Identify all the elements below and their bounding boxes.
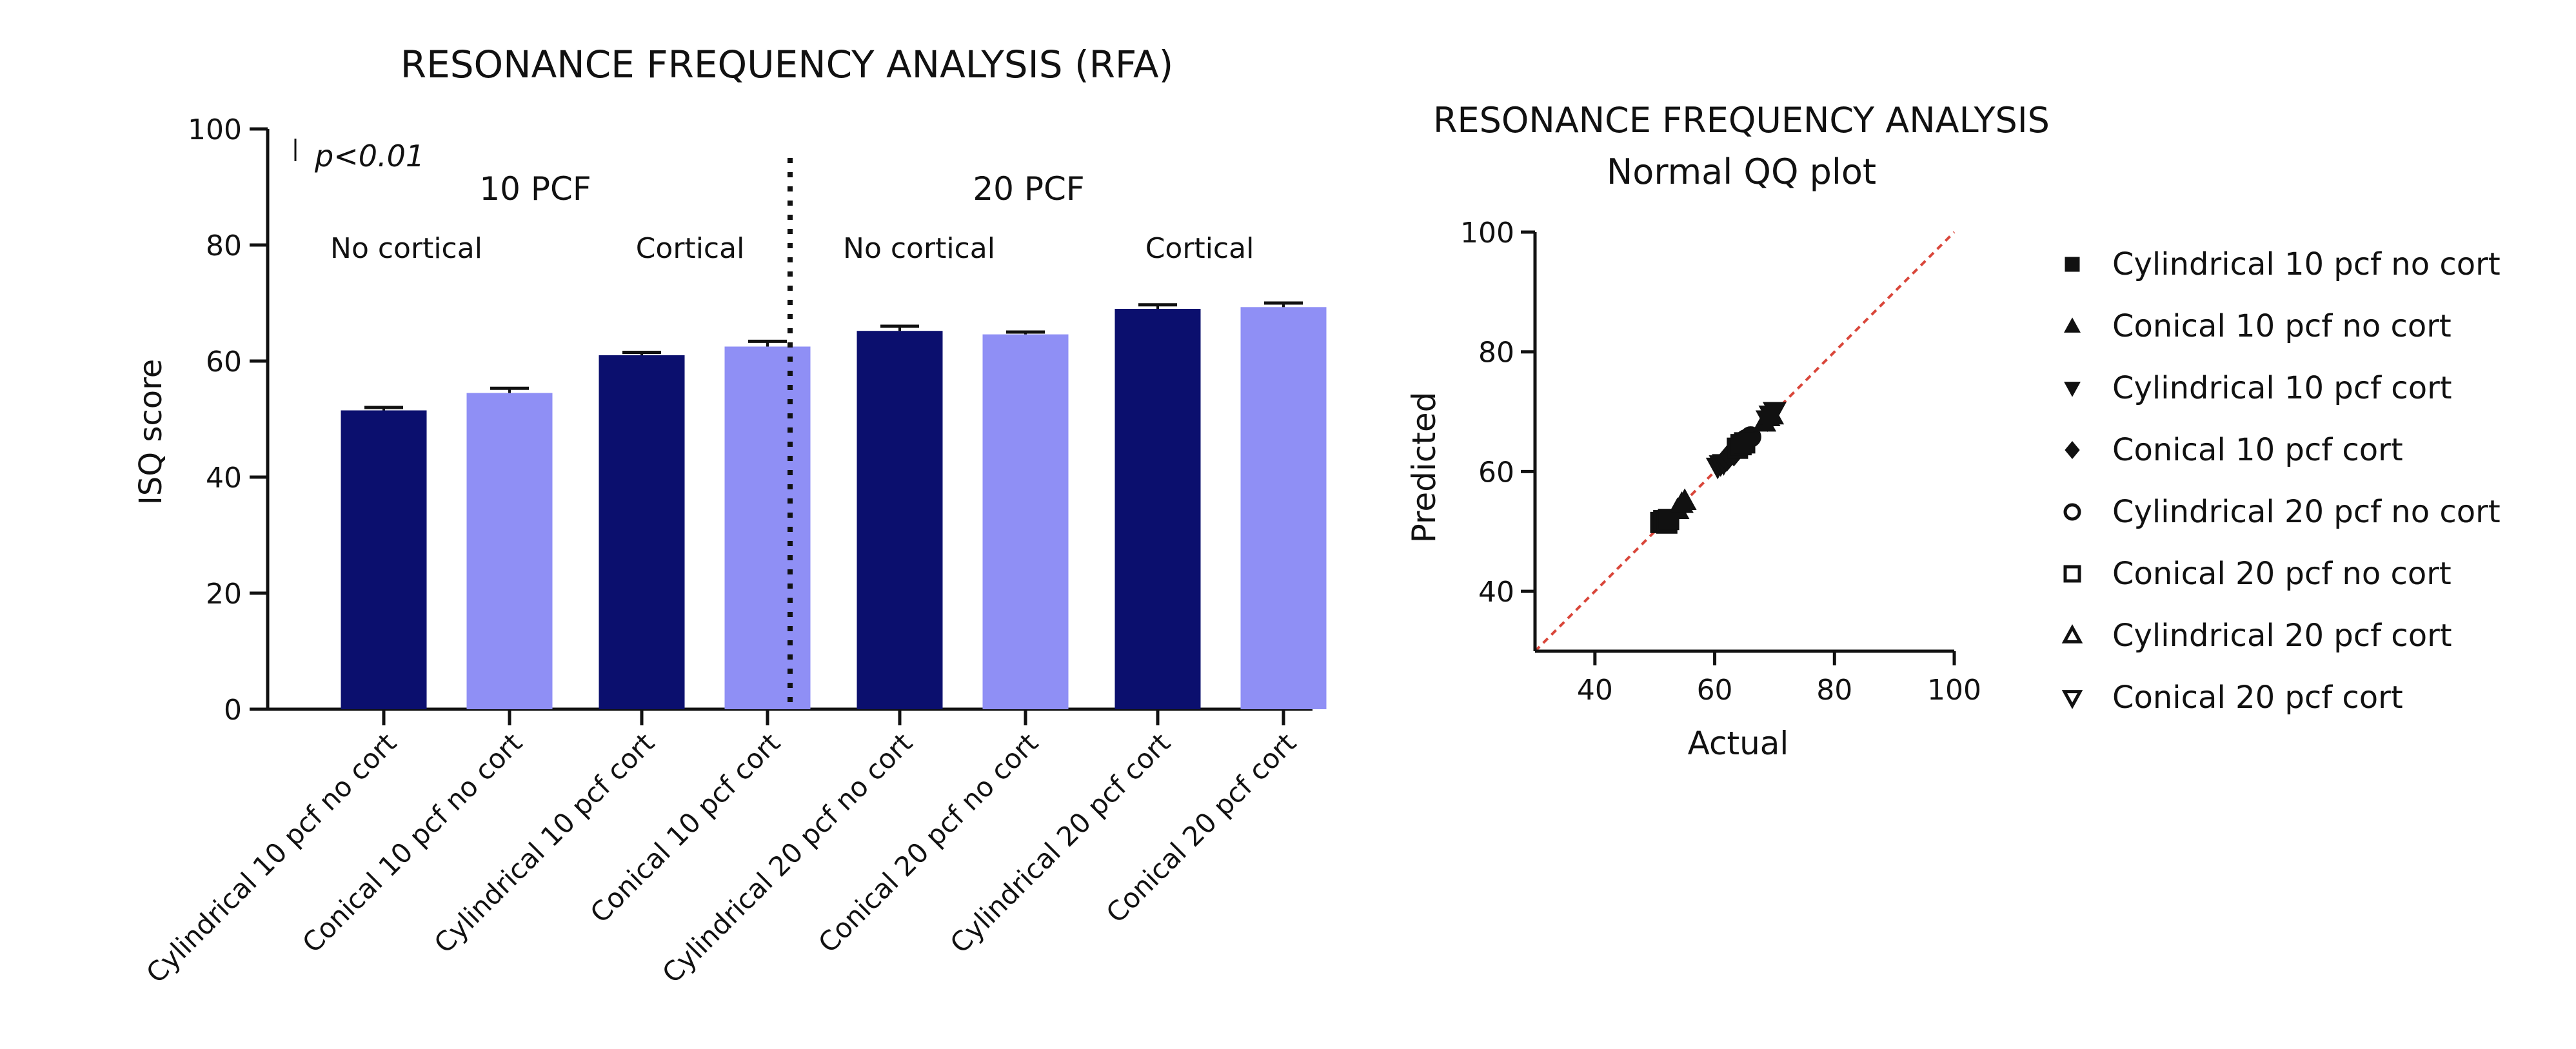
qq-y-tick-label: 60: [1478, 456, 1514, 489]
legend-label: Cylindrical 20 pcf no cort: [2112, 494, 2501, 530]
qq-point: [1672, 488, 1697, 511]
bar: [466, 393, 553, 709]
bar: [857, 331, 943, 709]
bar-chart-title: RESONANCE FREQUENCY ANALYSIS (RFA): [401, 43, 1173, 86]
bar-x-tick-label: Conical 20 pcf no cort: [812, 727, 1044, 959]
qq-plot-x-ticks: 40 60 80 100: [1577, 651, 1981, 707]
subgroup-label-no-cortical-20: No cortical: [843, 232, 995, 265]
legend-label: Cylindrical 10 pcf no cort: [2112, 246, 2501, 282]
subgroup-label-cortical-10: Cortical: [636, 232, 745, 265]
qq-plot-y-ticks: 40 60 80 100: [1460, 217, 1535, 609]
group-label-20-pcf: 20 PCF: [973, 170, 1084, 208]
legend-marker: [2063, 503, 2081, 521]
bar: [724, 346, 811, 709]
qq-plot-y-axis-label: Predicted: [1405, 392, 1443, 544]
bar-y-tick-label: 60: [206, 346, 242, 378]
bar-y-tick-label: 20: [206, 578, 242, 611]
qq-plot-title: RESONANCE FREQUENCY ANALYSIS: [1433, 100, 2050, 141]
bar-y-tick-label: 80: [206, 230, 242, 262]
qq-x-tick-label: 40: [1577, 674, 1613, 707]
qq-plot-subtitle: Normal QQ plot: [1607, 152, 1876, 192]
bar-y-tick-label: 0: [224, 694, 242, 727]
legend-label: Cylindrical 20 pcf cort: [2112, 618, 2452, 654]
qq-plot: RESONANCE FREQUENCY ANALYSIS Normal QQ p…: [1405, 100, 2050, 762]
bar: [982, 334, 1069, 709]
qq-x-tick-label: 100: [1927, 674, 1981, 707]
qq-plot-x-axis-label: Actual: [1688, 725, 1789, 762]
group-label-10-pcf: 10 PCF: [479, 170, 591, 208]
legend-marker: [2061, 690, 2083, 709]
qq-point: [1762, 402, 1787, 424]
bar-x-tick-label: Cylindrical 10 pcf cort: [428, 727, 660, 959]
bar-chart-y-ticks: 0 20 40 60 80 100: [188, 113, 268, 727]
bar: [1115, 309, 1201, 709]
qq-x-tick-label: 60: [1697, 674, 1733, 707]
legend-marker: [2063, 565, 2081, 583]
bar: [1240, 307, 1327, 709]
p-value-annotation: p<0.01: [314, 139, 424, 173]
qq-plot-legend: Cylindrical 10 pcf no cort Conical 10 pcf…: [2061, 246, 2501, 716]
bar-x-tick-label: Cylindrical 20 pcf cort: [944, 727, 1176, 959]
legend-marker: [2065, 441, 2080, 459]
qq-x-tick-label: 80: [1816, 674, 1852, 707]
subgroup-label-cortical-20: Cortical: [1145, 232, 1254, 265]
qq-y-tick-label: 40: [1478, 576, 1514, 609]
qq-plot-points: [1650, 402, 1787, 534]
legend-marker: [2061, 624, 2083, 643]
legend-label: Conical 20 pcf no cort: [2112, 556, 2452, 592]
legend-label: Conical 10 pcf cort: [2112, 432, 2403, 468]
bar-chart: RESONANCE FREQUENCY ANALYSIS (RFA) ISQ s…: [133, 43, 1327, 989]
bar: [599, 355, 685, 709]
legend-marker: [2064, 317, 2081, 333]
bar-x-tick-label: Cylindrical 20 pcf no cort: [656, 727, 918, 989]
bar-y-tick-label: 100: [188, 113, 242, 146]
qq-y-tick-label: 100: [1460, 217, 1514, 250]
legend-label: Conical 20 pcf cort: [2112, 680, 2403, 716]
legend-marker: [2064, 382, 2081, 397]
subgroup-label-no-cortical-10: No cortical: [330, 232, 482, 265]
bar-y-tick-label: 40: [206, 462, 242, 495]
bar-chart-bars: [341, 307, 1327, 709]
legend-label: Cylindrical 10 pcf cort: [2112, 370, 2452, 406]
bar-chart-error-bars: [364, 301, 1303, 411]
legend-label: Conical 10 pcf no cort: [2112, 308, 2452, 344]
bar-x-tick-label: Conical 10 pcf no cort: [296, 727, 528, 959]
qq-y-tick-label: 80: [1478, 337, 1514, 369]
qq-point: [1734, 432, 1756, 454]
legend-marker: [2065, 257, 2080, 272]
bar-x-tick-label: Cylindrical 10 pcf no cort: [140, 727, 402, 989]
bar-chart-y-axis-label: ISQ score: [133, 359, 169, 505]
bar: [341, 410, 427, 709]
